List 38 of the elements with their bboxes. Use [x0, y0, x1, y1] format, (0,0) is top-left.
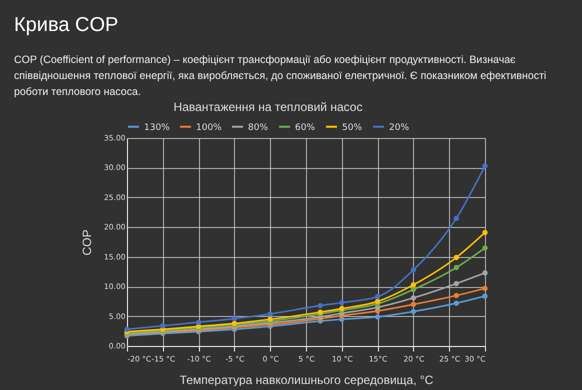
- point: [482, 270, 488, 276]
- point: [268, 311, 273, 317]
- point: [124, 326, 130, 332]
- legend-label: 60%: [295, 122, 316, 133]
- legend-label: 80%: [248, 122, 268, 133]
- point: [482, 163, 488, 169]
- point: [454, 254, 460, 260]
- y-axis-title: COP: [80, 229, 94, 256]
- point: [318, 302, 323, 308]
- legend-label: 20%: [389, 122, 410, 133]
- point: [454, 264, 460, 270]
- point: [454, 216, 460, 221]
- legend-label: 50%: [342, 122, 362, 133]
- legend-label: 130%: [144, 122, 170, 133]
- legend-label: 100%: [196, 122, 222, 133]
- point: [160, 323, 166, 328]
- legend-title: Навантаження на тепловий насос: [174, 100, 362, 114]
- point: [410, 282, 416, 288]
- chart-subtitle: COP (Coefficient of performance) – коефіцієнт трансформації або коефіцієнт продуктивності. Визначає співвідношення теплової енергії, яка виробляється, до споживаної електричної. Є показником ефективності роботи теплового насоса.: [14, 53, 548, 100]
- point: [454, 300, 460, 306]
- point: [410, 295, 416, 301]
- point: [374, 294, 380, 300]
- point: [410, 286, 416, 292]
- point: [482, 245, 488, 251]
- point: [454, 292, 460, 298]
- point: [374, 314, 380, 320]
- point: [374, 298, 380, 304]
- point: [410, 308, 416, 314]
- chart-title: Крива COP: [14, 14, 118, 37]
- point: [196, 320, 202, 325]
- point: [454, 280, 460, 286]
- point: [410, 267, 416, 273]
- point: [482, 230, 488, 236]
- point: [410, 302, 416, 308]
- point: [482, 286, 488, 291]
- point: [339, 300, 344, 306]
- point: [482, 293, 488, 299]
- point: [232, 316, 238, 322]
